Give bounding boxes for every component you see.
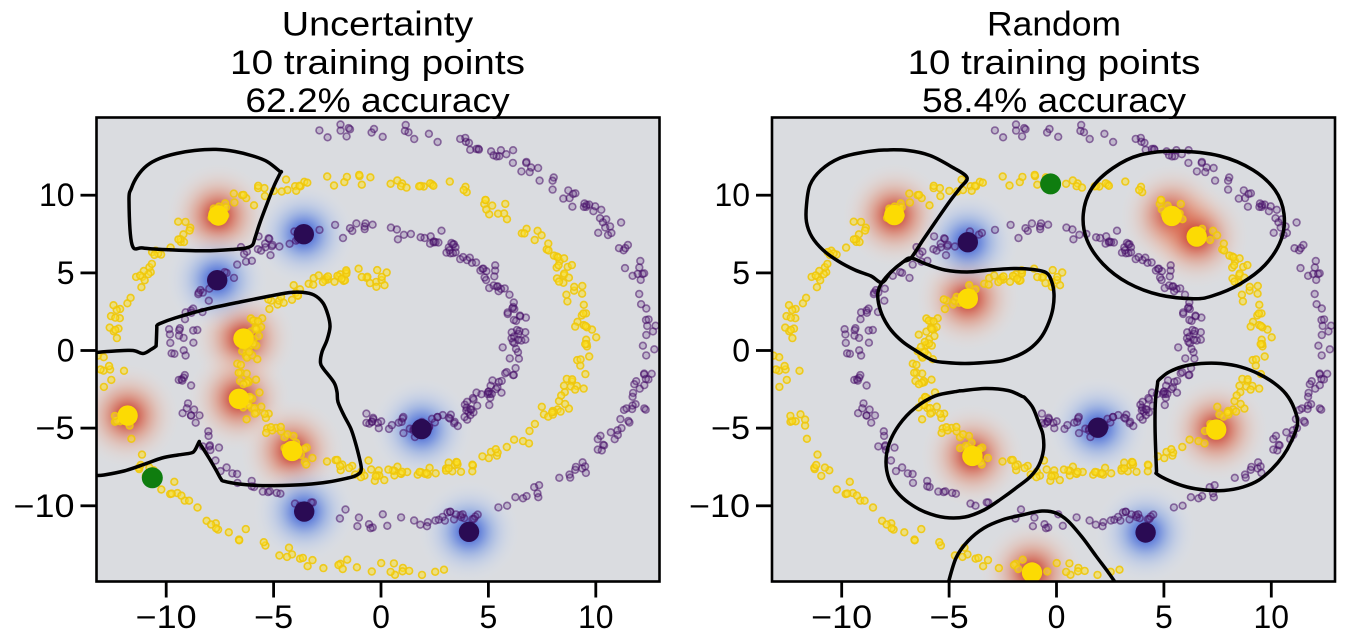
svg-text:10: 10 bbox=[578, 599, 614, 635]
svg-text:5: 5 bbox=[732, 255, 750, 291]
svg-text:10: 10 bbox=[715, 177, 751, 213]
svg-text:−5: −5 bbox=[254, 599, 293, 635]
svg-text:−5: −5 bbox=[36, 410, 75, 446]
svg-text:−10: −10 bbox=[811, 599, 872, 635]
svg-text:0: 0 bbox=[372, 599, 390, 635]
svg-text:−5: −5 bbox=[711, 410, 750, 446]
svg-text:5: 5 bbox=[1155, 599, 1173, 635]
svg-text:−10: −10 bbox=[136, 599, 197, 635]
svg-text:10 training points: 10 training points bbox=[230, 44, 525, 82]
svg-text:0: 0 bbox=[732, 333, 750, 369]
svg-text:−10: −10 bbox=[14, 488, 75, 524]
svg-text:Uncertainty: Uncertainty bbox=[282, 6, 473, 44]
svg-text:58.4% accuracy: 58.4% accuracy bbox=[922, 82, 1186, 120]
svg-text:Random: Random bbox=[987, 6, 1121, 44]
svg-text:62.2% accuracy: 62.2% accuracy bbox=[245, 82, 509, 120]
svg-text:10 training points: 10 training points bbox=[908, 44, 1201, 82]
svg-text:−5: −5 bbox=[930, 599, 969, 635]
svg-text:5: 5 bbox=[57, 255, 75, 291]
svg-text:−10: −10 bbox=[689, 488, 750, 524]
svg-text:10: 10 bbox=[1254, 599, 1290, 635]
svg-text:0: 0 bbox=[1048, 599, 1066, 635]
svg-text:10: 10 bbox=[39, 177, 75, 213]
svg-text:0: 0 bbox=[57, 333, 75, 369]
svg-text:5: 5 bbox=[480, 599, 498, 635]
